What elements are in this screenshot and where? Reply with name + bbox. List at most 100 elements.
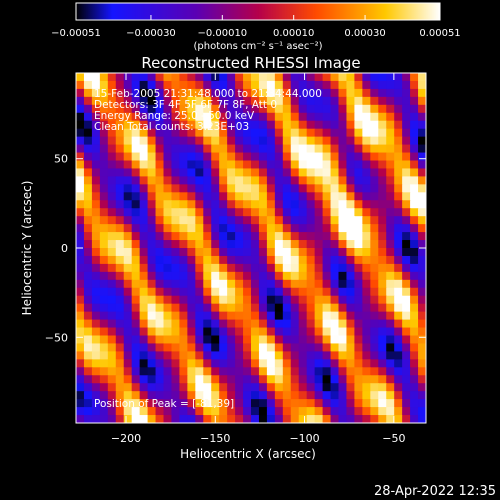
heatmap-cell [139,208,149,217]
heatmap-cell [131,263,141,273]
heatmap-cell [362,128,371,138]
heatmap-cell [107,136,117,146]
heatmap-cell [306,176,316,185]
heatmap-cell [251,351,260,360]
heatmap-cell [330,176,340,185]
heatmap-cell [298,200,308,209]
heatmap-cell [346,160,356,170]
heatmap-cell [147,240,157,249]
heatmap-cell [266,224,276,233]
heatmap-cell [235,279,244,289]
heatmap-cell [203,351,212,360]
heatmap-cell [418,152,426,162]
heatmap-cell [179,224,188,233]
heatmap-cell [290,335,300,345]
heatmap-cell [179,255,188,265]
heatmap-cell [219,319,228,329]
heatmap-cell [274,200,284,209]
heatmap-cell [386,295,395,305]
heatmap-cell [147,303,157,313]
heatmap-cell [115,184,125,193]
heatmap-cell [290,88,300,98]
heatmap-cell [147,224,157,233]
heatmap-cell [266,184,276,193]
heatmap-cell [115,216,125,225]
heatmap-cell [314,311,324,321]
heatmap-cell [171,383,181,392]
heatmap-cell [418,367,426,376]
heatmap-cell [282,271,292,281]
heatmap-cell [410,279,419,289]
heatmap-cell [163,335,173,345]
heatmap-cell [139,255,149,265]
heatmap-cell [378,311,387,321]
heatmap-cell [394,80,403,90]
heatmap-cell [211,168,220,178]
heatmap-cell [338,96,348,106]
heatmap-cell [131,343,141,353]
heatmap-cell [155,359,165,368]
heatmap-cell [131,279,141,289]
heatmap-cell [394,367,403,376]
heatmap-cell [370,367,379,376]
heatmap-cell [99,73,109,82]
heatmap-cell [362,327,371,337]
heatmap-cell [322,232,332,241]
heatmap-cell [306,335,316,345]
heatmap-cell [378,407,387,416]
heatmap-cell [155,263,165,273]
heatmap-cell [147,168,157,178]
heatmap-cell [171,279,181,289]
heatmap-cell [306,168,316,178]
heatmap-cell [83,128,93,138]
heatmap-cell [227,112,236,122]
heatmap-cell [314,327,324,337]
heatmap-cell [155,96,165,106]
heatmap-cell [139,240,149,249]
heatmap-cell [243,255,252,265]
heatmap-cell [354,200,363,209]
heatmap-cell [203,248,212,257]
heatmap-cell [298,240,308,249]
heatmap-cell [227,335,236,345]
heatmap-cell [91,375,101,384]
heatmap-cell [155,73,165,82]
heatmap-cell [266,359,276,368]
heatmap-cell [410,136,419,146]
heatmap-cell [314,399,324,408]
heatmap-cell [187,335,196,345]
heatmap-cell [338,391,348,400]
heatmap-cell [99,303,109,313]
heatmap-cell [394,248,403,257]
heatmap-cell [123,160,133,170]
heatmap-cell [330,152,340,162]
heatmap-cell [418,136,426,146]
heatmap-cell [306,200,316,209]
heatmap-cell [298,327,308,337]
heatmap-cell [258,88,268,98]
heatmap-cell [314,176,324,185]
heatmap-cell [123,104,133,114]
heatmap-cell [418,399,426,408]
heatmap-cell [83,216,93,225]
heatmap-cell [107,192,117,201]
heatmap-cell [330,391,340,400]
heatmap-cell [282,168,292,178]
heatmap-cell [298,104,308,114]
heatmap-cell [378,367,387,376]
heatmap-cell [155,311,165,321]
heatmap-cells [76,73,426,423]
heatmap-cell [370,232,379,241]
heatmap-cell [346,112,356,122]
heatmap-cell [147,184,157,193]
heatmap-cell [386,263,395,273]
heatmap-cell [147,120,157,130]
heatmap-cell [115,248,125,257]
heatmap-cell [330,88,340,98]
heatmap-cell [115,120,125,130]
heatmap-cell [107,73,117,82]
heatmap-cell [258,80,268,90]
heatmap-cell [107,311,117,321]
heatmap-cell [346,80,356,90]
heatmap-cell [251,375,260,384]
